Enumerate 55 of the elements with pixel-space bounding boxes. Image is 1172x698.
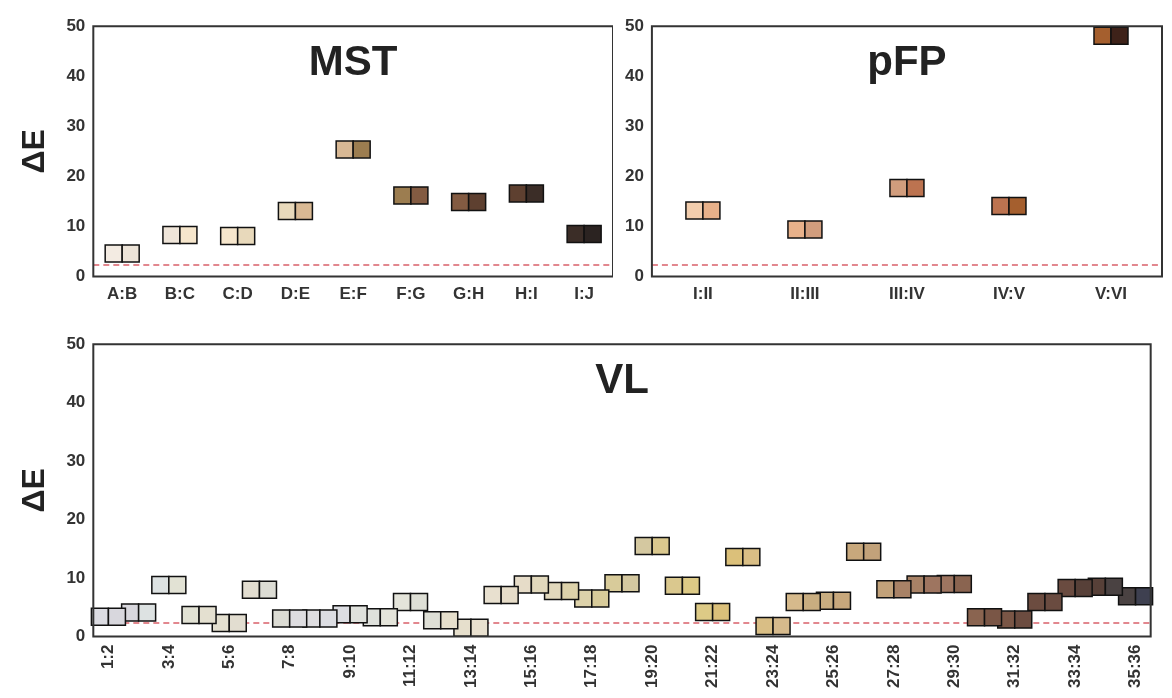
x-tick-label: 11:12 [400, 644, 420, 688]
y-tick-label: 40 [66, 65, 86, 85]
x-tick-label: I:II [693, 284, 713, 304]
x-tick-label: III:IV [889, 284, 926, 304]
x-tick-label: 33:34 [1064, 643, 1084, 688]
y-tick-label: 40 [66, 392, 86, 412]
x-tick-label: E:F [339, 284, 367, 304]
y-tick-label: 0 [75, 626, 86, 646]
y-axis-title: ΔE [15, 468, 52, 513]
x-tick-label: 5:6 [218, 644, 238, 670]
x-tick-label: D:E [280, 284, 311, 304]
y-tick-label: 10 [66, 567, 86, 587]
x-tick-label: II:III [790, 284, 820, 304]
x-tick-label: H:I [515, 284, 538, 304]
y-tick-label: 50 [624, 15, 644, 35]
y-tick-label: 10 [66, 216, 86, 236]
x-tick-label: 9:10 [339, 644, 359, 679]
x-tick-label: 23:24 [762, 643, 782, 688]
x-tick-label: 7:8 [279, 644, 299, 670]
y-tick-label: 50 [66, 15, 86, 35]
chart-title: pFP [867, 36, 947, 84]
chart-title: MST [308, 36, 398, 84]
x-tick-label: IV:V [992, 284, 1026, 304]
x-tick-label: 17:18 [581, 644, 601, 688]
y-tick-label: 30 [66, 116, 86, 136]
y-tick-label: 20 [66, 166, 86, 186]
chart-title: VL [595, 354, 649, 402]
x-tick-label: 35:36 [1125, 644, 1145, 688]
x-tick-label: A:B [107, 284, 138, 304]
y-tick-label: 20 [624, 166, 644, 186]
y-tick-label: 30 [66, 450, 86, 470]
x-tick-label: 1:2 [98, 644, 118, 670]
x-tick-label: F:G [396, 284, 426, 304]
y-tick-label: 40 [624, 65, 644, 85]
x-tick-label: 31:32 [1004, 644, 1024, 688]
y-tick-label: 0 [634, 266, 644, 286]
y-tick-label: 20 [66, 509, 86, 529]
y-axis-title: ΔE [15, 129, 52, 174]
x-tick-label: 25:26 [823, 644, 843, 688]
x-tick-label: C:D [222, 284, 253, 304]
x-tick-label: V:VI [1094, 284, 1128, 304]
x-tick-label: 15:16 [521, 644, 541, 688]
x-tick-label: 29:30 [944, 644, 963, 688]
x-tick-label: G:H [453, 284, 485, 304]
y-tick-label: 0 [75, 266, 86, 286]
y-tick-label: 10 [624, 216, 644, 236]
x-tick-label: 19:20 [641, 644, 661, 688]
x-tick-label: 27:28 [883, 644, 903, 688]
x-tick-label: 13:14 [460, 643, 480, 688]
x-tick-label: 21:22 [702, 644, 722, 688]
y-tick-label: 50 [66, 333, 86, 353]
y-tick-label: 30 [624, 116, 644, 136]
x-tick-label: B:C [164, 284, 196, 304]
x-tick-label: 3:4 [158, 643, 178, 670]
x-tick-label: I:J [574, 284, 595, 304]
